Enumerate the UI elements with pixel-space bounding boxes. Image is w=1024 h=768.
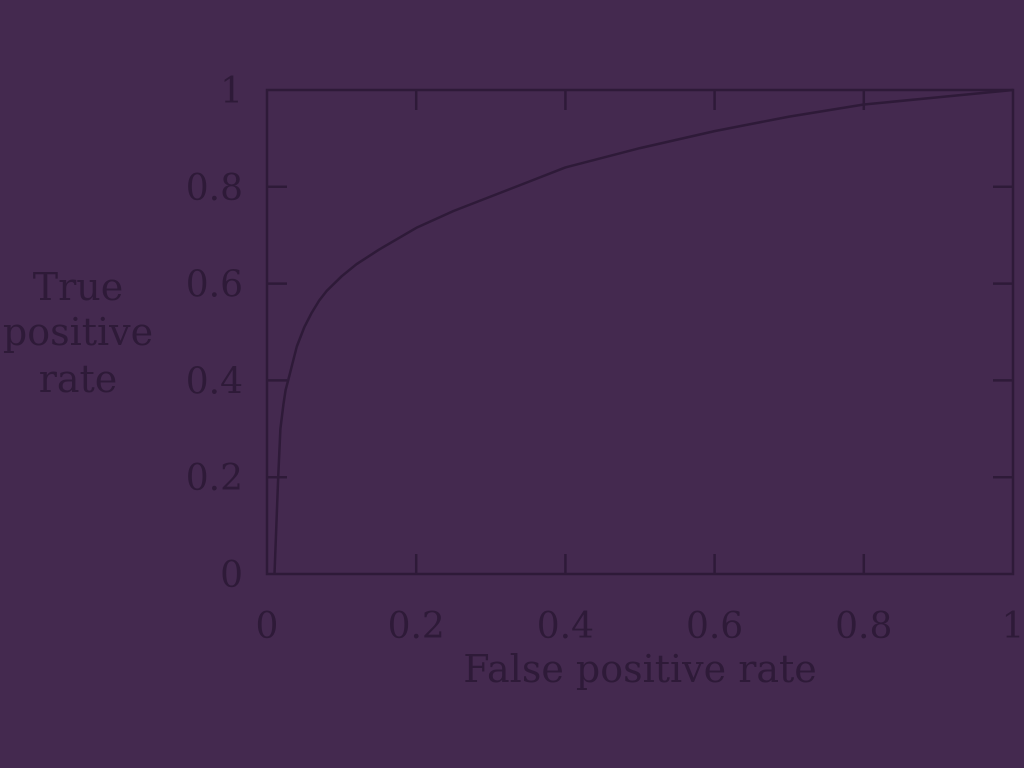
y-tick-labels: 0 0.2 0.4 0.6 0.8 1: [186, 71, 243, 596]
x-tick-label: 0.2: [388, 606, 445, 647]
x-tick-label: 1: [1002, 606, 1024, 647]
x-axis-label: False positive rate: [463, 647, 817, 691]
x-tick-label: 0: [256, 606, 279, 647]
y-tick-label: 0.8: [186, 168, 243, 209]
x-tick-label: 0.8: [835, 606, 892, 647]
y-axis-label-line-2: positive: [3, 310, 153, 354]
x-tick-label: 0.6: [686, 606, 743, 647]
y-tick-label: 0: [220, 555, 243, 596]
x-tick-label: 0.4: [537, 606, 594, 647]
x-tick-labels: 0 0.2 0.4 0.6 0.8 1: [256, 606, 1024, 647]
plot-area: [265, 88, 1015, 576]
y-tick-label: 0.4: [186, 361, 243, 402]
y-axis-label-line-1: True: [33, 265, 123, 309]
y-axis-label-line-3: rate: [39, 357, 118, 401]
plot-frame: [265, 88, 1015, 576]
y-tick-label: 0.6: [186, 265, 243, 306]
y-tick-label: 1: [220, 71, 243, 112]
series-line: [273, 88, 1014, 575]
y-tick-label: 0.2: [186, 458, 243, 499]
